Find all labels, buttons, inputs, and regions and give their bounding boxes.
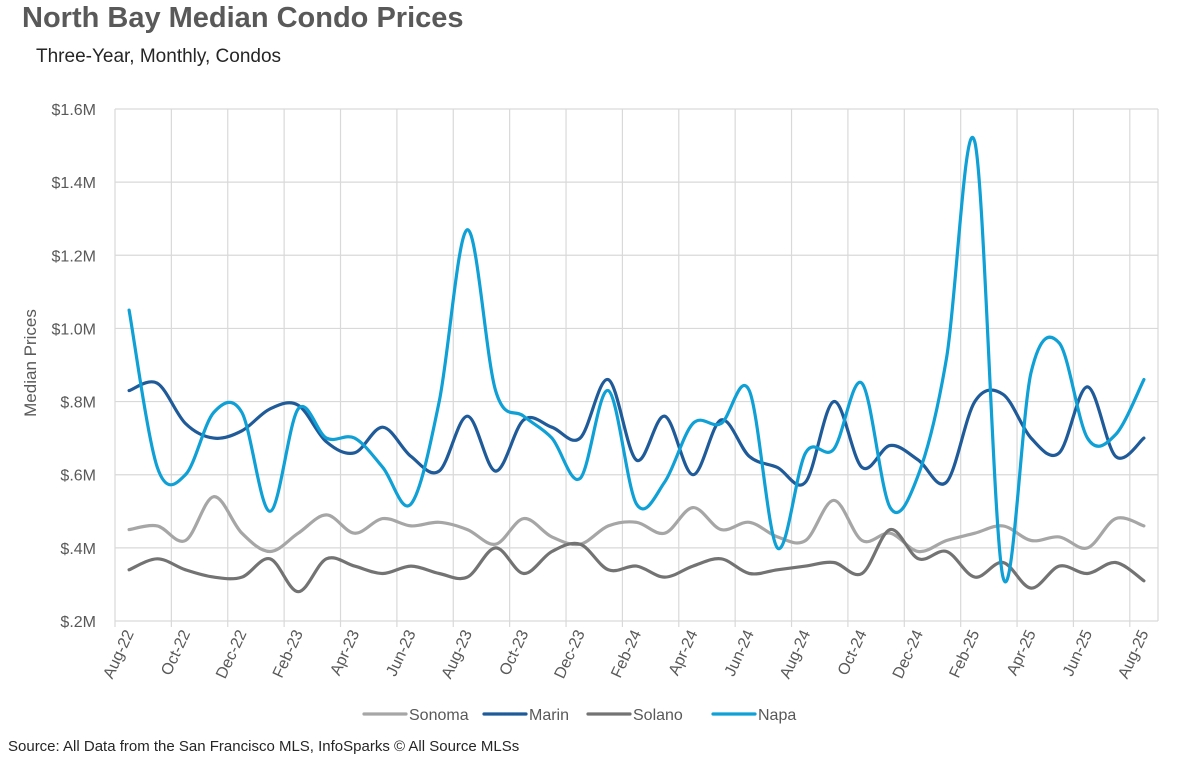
x-tick-label: Apr-25	[1004, 627, 1040, 678]
gridlines	[114, 108, 1159, 627]
y-axis-title: Median Prices	[21, 309, 40, 417]
series-line-napa	[127, 136, 1146, 584]
x-tick-label: Oct-24	[835, 627, 871, 678]
series-line-solano	[127, 528, 1146, 594]
x-tick-label: Apr-23	[328, 627, 364, 678]
series-line-sonoma	[127, 495, 1146, 554]
x-tick-label: Dec-24	[890, 627, 927, 681]
series-line-marin	[127, 378, 1146, 487]
x-tick-label: Jun-23	[384, 627, 420, 679]
legend-label-napa: Napa	[758, 707, 796, 724]
chart-title: North Bay Median Condo Prices	[22, 2, 464, 34]
series-lines	[127, 136, 1146, 594]
legend-item-marin: Marin	[482, 707, 569, 724]
x-tick-label: Oct-23	[497, 627, 533, 678]
x-tick-label: Feb-24	[608, 627, 645, 680]
x-tick-label: Feb-23	[270, 627, 307, 680]
x-tick-label: Jun-24	[722, 627, 758, 679]
x-tick-label: Dec-23	[552, 627, 589, 681]
x-axis-ticks: Aug-22 Oct-22 Dec-22 Feb-23 Apr-23 Jun-23 Aug-…	[101, 627, 1153, 681]
legend-item-solano: Solano	[586, 707, 683, 724]
y-tick-label: $.4M	[60, 541, 96, 558]
legend-item-sonoma: Sonoma	[362, 707, 469, 724]
chart-subtitle: Three-Year, Monthly, Condos	[36, 46, 282, 67]
y-tick-label: $1.2M	[52, 248, 96, 265]
y-tick-label: $.2M	[60, 614, 96, 631]
source-note: Source: All Data from the San Francisco …	[8, 738, 520, 755]
legend-label-sonoma: Sonoma	[409, 707, 469, 724]
x-tick-label: Jun-25	[1060, 627, 1096, 679]
legend-label-marin: Marin	[529, 707, 569, 724]
y-tick-label: $.6M	[60, 468, 96, 485]
x-tick-label: Aug-22	[101, 627, 138, 681]
legend: Sonoma Marin Solano Napa	[362, 707, 796, 724]
legend-label-solano: Solano	[633, 707, 683, 724]
x-tick-label: Aug-25	[1115, 627, 1152, 681]
x-tick-label: Oct-22	[158, 627, 194, 678]
y-tick-label: $.8M	[60, 395, 96, 412]
x-tick-label: Aug-23	[439, 627, 476, 681]
legend-item-napa: Napa	[711, 707, 796, 724]
x-tick-label: Feb-25	[947, 627, 984, 680]
y-tick-label: $1.6M	[52, 102, 96, 119]
y-axis-ticks: $.2M $.4M $.6M $.8M $1.0M $1.2M $1.4M $1.6M	[52, 102, 96, 631]
y-tick-label: $1.4M	[52, 175, 96, 192]
x-tick-label: Apr-24	[666, 627, 702, 678]
x-tick-label: Aug-24	[777, 627, 814, 681]
y-tick-label: $1.0M	[52, 321, 96, 338]
x-tick-label: Dec-22	[213, 627, 250, 681]
